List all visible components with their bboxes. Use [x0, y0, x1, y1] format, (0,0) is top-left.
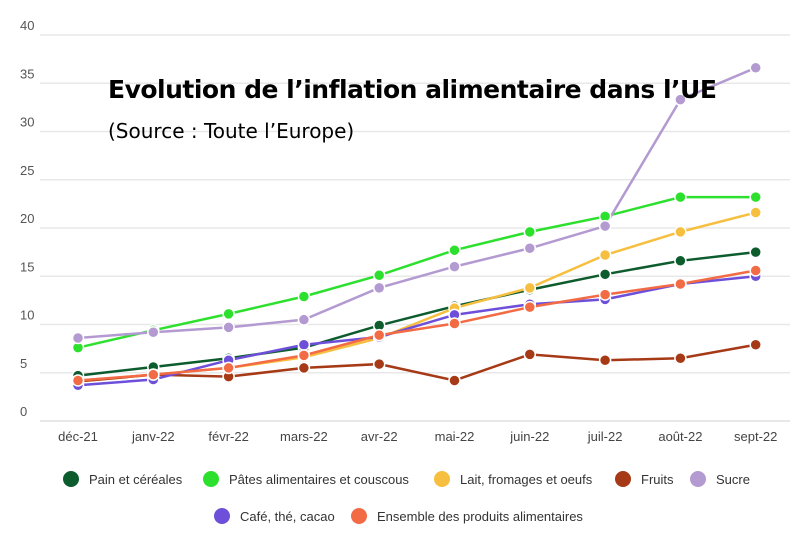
legend-label: Lait, fromages et oeufs: [460, 471, 593, 487]
series-line: [77, 275, 756, 387]
data-point: [674, 277, 687, 291]
legend-label: Pain et céréales: [89, 471, 183, 487]
data-point: [749, 206, 762, 219]
data-point: [523, 281, 537, 295]
legend-marker: [214, 508, 230, 524]
y-tick-label: 40: [20, 18, 34, 33]
legend-marker: [434, 471, 450, 487]
y-tick-label: 30: [20, 115, 34, 130]
chart-title: Evolution de l’inflation alimentaire dan…: [108, 75, 717, 104]
legend-item[interactable]: Fruits: [615, 471, 674, 487]
series-line: [77, 343, 756, 383]
data-point: [598, 353, 612, 367]
data-point: [222, 361, 235, 375]
data-point: [674, 225, 687, 239]
data-point: [297, 361, 311, 375]
data-point: [448, 317, 461, 330]
data-point: [598, 288, 612, 301]
series-line: [77, 211, 757, 383]
data-point: [674, 93, 687, 106]
y-tick-label: 5: [20, 356, 27, 371]
data-point: [749, 264, 762, 277]
data-point: [598, 219, 612, 233]
data-point: [222, 321, 235, 334]
legend-marker: [351, 508, 367, 524]
y-tick-label: 35: [20, 66, 34, 81]
data-point: [448, 243, 461, 257]
legend-marker: [615, 471, 631, 487]
chart-title-block: Evolution de l’inflation alimentaire dan…: [108, 70, 717, 151]
data-point: [222, 307, 235, 321]
legend-marker: [203, 471, 219, 487]
x-tick-label: déc-21: [58, 429, 98, 444]
legend-item[interactable]: Café, thé, cacao: [214, 508, 335, 524]
data-point: [297, 338, 311, 352]
x-tick-label: janv-22: [131, 429, 175, 444]
x-tick-label: févr-22: [208, 429, 248, 444]
data-point: [523, 242, 537, 255]
data-point: [749, 61, 762, 75]
x-tick-label: sept-22: [734, 429, 777, 444]
data-point: [71, 331, 85, 345]
data-point: [297, 349, 311, 362]
series-line: [77, 195, 756, 349]
data-point: [674, 352, 687, 365]
legend-label: Ensemble des produits alimentaires: [377, 508, 583, 524]
legend-label: Sucre: [716, 471, 750, 487]
legend-item[interactable]: Pâtes alimentaires et couscous: [203, 471, 409, 487]
series-line: [77, 66, 757, 340]
data-point: [674, 190, 687, 204]
data-point: [372, 328, 386, 342]
x-tick-label: avr-22: [361, 429, 398, 444]
legend-item[interactable]: Lait, fromages et oeufs: [434, 471, 592, 487]
data-point: [71, 374, 85, 387]
data-point: [448, 374, 461, 387]
data-point: [372, 269, 386, 282]
y-tick-label: 15: [20, 259, 34, 274]
x-tick-label: mai-22: [435, 429, 475, 444]
legend-item[interactable]: Ensemble des produits alimentaires: [351, 508, 583, 524]
data-point: [297, 290, 311, 303]
data-point: [147, 325, 160, 339]
data-point: [598, 268, 612, 281]
data-point: [598, 248, 612, 262]
data-point: [372, 281, 386, 295]
y-tick-label: 10: [20, 308, 34, 323]
data-point: [523, 348, 537, 361]
y-tick-label: 20: [20, 211, 34, 226]
legend-marker: [690, 471, 706, 487]
legend-marker: [63, 471, 79, 487]
data-point: [523, 300, 537, 314]
legend-item[interactable]: Pain et céréales: [63, 471, 182, 487]
y-tick-label: 25: [20, 163, 34, 178]
data-point: [523, 225, 537, 239]
data-point: [749, 245, 762, 259]
series-line: [77, 250, 756, 377]
x-tick-label: juil-22: [587, 429, 623, 444]
data-point: [372, 357, 386, 371]
data-point: [674, 254, 687, 268]
legend-label: Café, thé, cacao: [240, 508, 335, 524]
data-point: [448, 260, 461, 273]
x-tick-label: juin-22: [509, 429, 549, 444]
data-point: [749, 338, 762, 352]
x-tick-label: août-22: [658, 429, 702, 444]
legend-item[interactable]: Sucre: [690, 471, 750, 487]
chart-subtitle: (Source : Toute l’Europe): [108, 119, 355, 143]
data-point: [147, 368, 160, 381]
legend-label: Fruits: [641, 471, 674, 487]
data-point: [297, 313, 311, 326]
y-tick-label: 0: [20, 404, 27, 419]
legend-label: Pâtes alimentaires et couscous: [229, 471, 409, 487]
x-tick-label: mars-22: [280, 429, 328, 444]
series-line: [77, 269, 756, 382]
data-point: [749, 190, 762, 204]
